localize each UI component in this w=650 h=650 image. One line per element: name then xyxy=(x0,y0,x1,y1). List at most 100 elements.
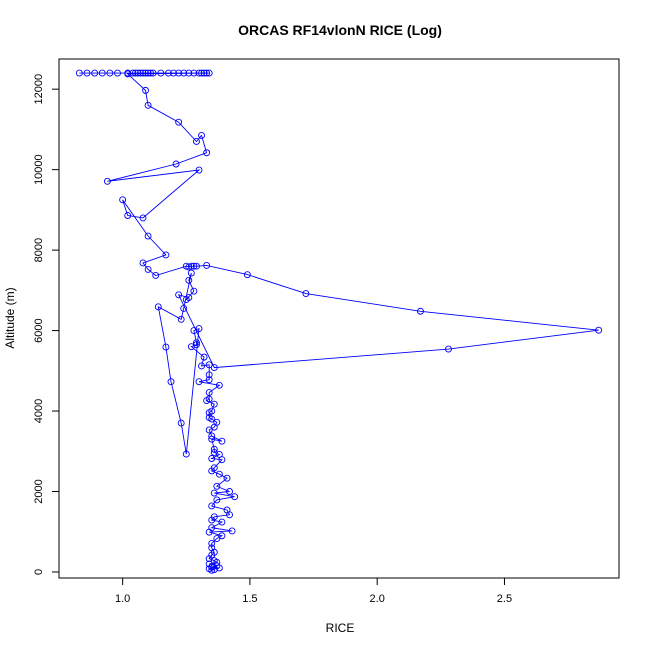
data-point xyxy=(172,160,180,168)
data-point xyxy=(223,474,231,482)
data-point xyxy=(210,364,218,372)
data-point xyxy=(182,450,190,458)
data-point xyxy=(205,361,213,369)
data-point xyxy=(180,69,188,77)
data-point xyxy=(187,269,195,277)
x-tick-label: 1.0 xyxy=(115,593,130,605)
data-point xyxy=(228,527,236,535)
data-point xyxy=(203,261,211,269)
data-point xyxy=(175,291,183,299)
data-point xyxy=(193,138,200,145)
data-point xyxy=(124,212,132,219)
data-point xyxy=(195,166,203,174)
data-point xyxy=(106,69,114,77)
data-point xyxy=(213,535,221,543)
data-point xyxy=(218,456,226,464)
data-point xyxy=(595,326,603,334)
data-point xyxy=(215,470,223,478)
data-point xyxy=(144,232,152,240)
data-point xyxy=(210,400,218,408)
data-point xyxy=(215,564,223,572)
data-point xyxy=(187,262,195,270)
y-axis: 0 2000 4000 6000 8000 10000 12000 xyxy=(33,74,60,575)
data-point xyxy=(185,69,193,77)
x-tick-label: 1.5 xyxy=(242,593,257,605)
chart-title: ORCAS RF14vlonN RICE (Log) xyxy=(238,22,442,38)
data-point xyxy=(205,376,213,384)
data-point xyxy=(147,69,155,77)
data-point xyxy=(162,343,170,351)
data-point xyxy=(208,455,216,462)
data-point xyxy=(157,69,165,77)
data-point xyxy=(218,437,226,445)
data-point xyxy=(139,214,147,222)
data-point xyxy=(75,69,83,77)
data-point xyxy=(144,101,152,109)
data-point xyxy=(187,343,195,351)
data-point xyxy=(208,415,216,423)
data-point xyxy=(175,118,183,126)
data-point xyxy=(177,315,185,323)
plot-frame xyxy=(58,58,620,579)
data-point xyxy=(210,489,218,497)
y-axis-label: Altitude (m) xyxy=(3,287,17,348)
data-point xyxy=(205,426,213,434)
data-point xyxy=(175,69,183,77)
data-point xyxy=(218,518,226,526)
data-point xyxy=(142,86,149,94)
data-point xyxy=(213,482,221,490)
y-tick-label: 0 xyxy=(33,569,45,575)
data-point xyxy=(177,419,185,427)
data-point xyxy=(193,262,200,270)
data-point xyxy=(195,69,203,77)
data-point xyxy=(205,528,213,536)
data-point xyxy=(190,69,198,77)
data-point xyxy=(208,566,216,574)
data-point xyxy=(213,558,221,566)
data-point xyxy=(210,423,218,431)
y-tick-label: 4000 xyxy=(33,399,45,423)
data-point xyxy=(182,296,190,304)
data-point xyxy=(417,307,424,315)
data-point xyxy=(203,149,211,157)
data-point xyxy=(190,327,198,335)
data-point xyxy=(195,378,203,386)
data-point xyxy=(205,371,213,379)
data-point xyxy=(139,69,147,77)
data-point xyxy=(231,493,239,501)
data-point xyxy=(144,265,152,273)
data-point xyxy=(302,290,310,298)
data-point xyxy=(190,287,198,295)
y-tick-label: 2000 xyxy=(33,479,45,503)
data-point xyxy=(198,362,205,370)
y-tick-label: 8000 xyxy=(33,238,45,262)
data-point xyxy=(103,177,111,185)
data-point xyxy=(190,262,198,270)
data-point xyxy=(208,502,216,510)
data-point xyxy=(91,69,99,77)
data-point xyxy=(131,69,139,77)
data-point xyxy=(119,196,127,204)
data-point xyxy=(139,259,147,267)
data-point xyxy=(198,69,205,77)
x-axis: 1.0 1.5 2.0 2.5 xyxy=(115,577,512,605)
y-tick-label: 10000 xyxy=(33,154,45,185)
data-point xyxy=(205,69,213,77)
data-point xyxy=(198,131,205,139)
data-point xyxy=(170,69,177,77)
data-point xyxy=(129,69,137,77)
data-point xyxy=(162,251,170,259)
data-point xyxy=(226,488,233,495)
y-tick-label: 6000 xyxy=(33,318,45,342)
data-point xyxy=(185,276,193,284)
data-point xyxy=(134,69,142,77)
data-point xyxy=(83,69,91,77)
y-tick-label: 12000 xyxy=(33,74,45,105)
data-point xyxy=(149,69,157,77)
data-point xyxy=(200,353,208,361)
data-point xyxy=(210,445,218,453)
data-point xyxy=(243,271,251,279)
data-point xyxy=(200,69,208,77)
data-point xyxy=(226,511,233,519)
